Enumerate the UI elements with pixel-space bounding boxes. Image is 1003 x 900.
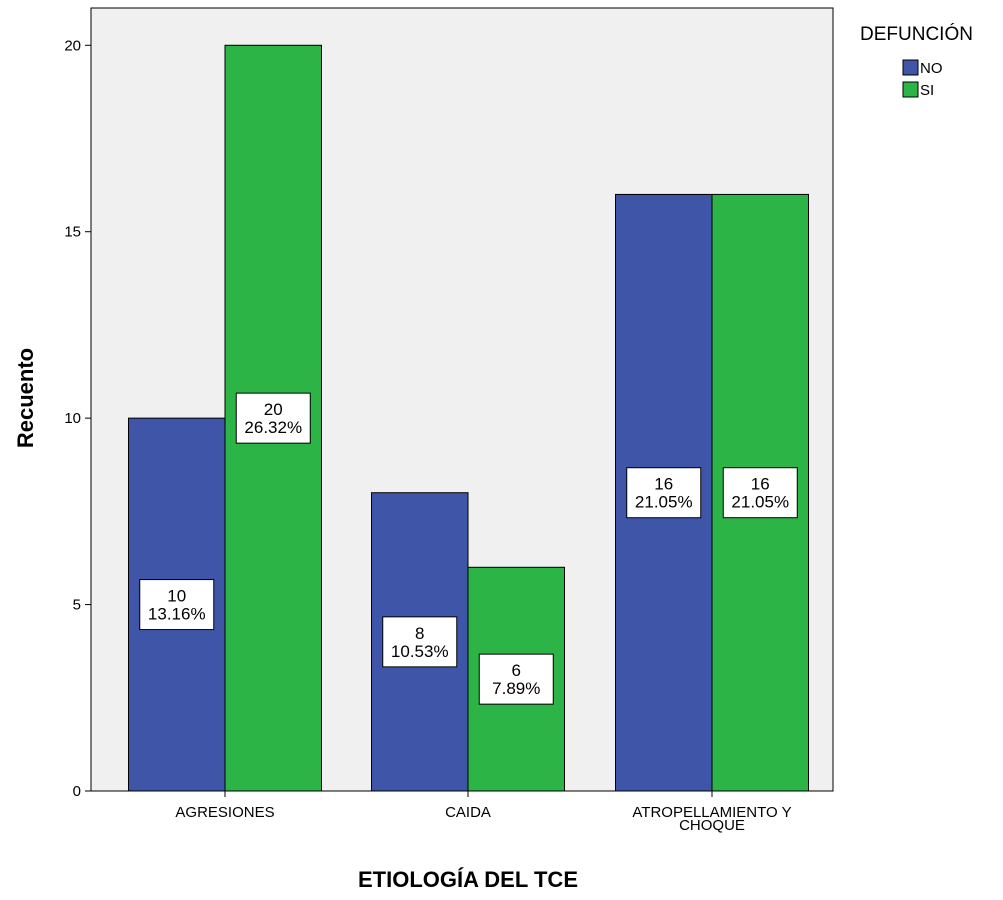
- legend-swatch-no: [902, 59, 919, 76]
- y-tick-label: 5: [73, 597, 81, 614]
- data-label-count: 16: [751, 475, 770, 494]
- y-tick-label: 20: [64, 37, 81, 54]
- x-axis-title: ETIOLOGÍA DEL TCE: [358, 867, 578, 892]
- data-label-box: [478, 653, 554, 705]
- x-tick-label: CHOQUE: [679, 817, 745, 834]
- legend-title: DEFUNCIÓN: [860, 23, 973, 45]
- data-label-percent: 13.16%: [148, 605, 206, 624]
- legend-swatch-si: [902, 81, 919, 98]
- data-label-count: 8: [415, 624, 424, 643]
- data-label-box: [626, 467, 702, 519]
- x-tick-label: AGRESIONES: [175, 804, 274, 821]
- data-label-count: 16: [654, 475, 673, 494]
- data-label-count: 10: [167, 587, 186, 606]
- legend: DEFUNCIÓN NO SI: [860, 23, 973, 99]
- x-tick-label: CAIDA: [445, 804, 491, 821]
- legend-label-si: SI: [920, 82, 934, 99]
- y-tick-label: 0: [73, 783, 81, 800]
- data-label-box: [722, 467, 798, 519]
- data-label-percent: 21.05%: [635, 493, 693, 512]
- y-tick-label: 15: [64, 224, 81, 241]
- legend-label-no: NO: [920, 60, 943, 77]
- data-label-percent: 26.32%: [244, 418, 302, 437]
- data-label-box: [382, 616, 458, 668]
- data-label-percent: 7.89%: [492, 679, 540, 698]
- data-label-percent: 21.05%: [731, 493, 789, 512]
- x-tick-label: ATROPELLAMIENTO Y: [632, 804, 791, 821]
- y-tick-label: 10: [64, 410, 81, 427]
- data-label-box: [139, 579, 215, 631]
- data-label-percent: 10.53%: [391, 642, 449, 661]
- y-axis-title: Recuento: [13, 348, 38, 448]
- data-label-box: [235, 392, 311, 444]
- data-label-count: 6: [512, 661, 521, 680]
- data-label-count: 20: [264, 400, 283, 419]
